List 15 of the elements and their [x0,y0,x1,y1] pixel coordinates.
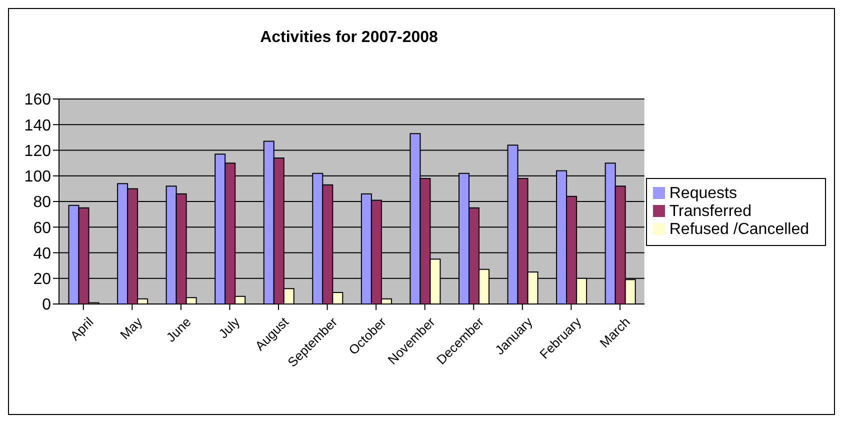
y-tick-label: 20 [33,271,52,288]
chart-title: Activities for 2007-2008 [259,29,439,47]
y-tick-label: 40 [33,245,52,262]
y-tick-label: 60 [33,220,52,237]
legend-label: Transferred [669,202,752,220]
y-tick-label: 120 [24,142,52,160]
x-tick-label: May [117,314,146,342]
y-tick-label: 80 [33,194,52,212]
y-tick-label: 160 [24,92,52,109]
y-tick-label: 100 [24,168,52,186]
legend-label: Refused /Cancelled [669,220,809,238]
x-tick-label: July [216,314,243,342]
y-tick-label: 0 [42,296,52,314]
y-tick-label: 140 [24,117,52,134]
legend-label: Requests [669,184,737,202]
